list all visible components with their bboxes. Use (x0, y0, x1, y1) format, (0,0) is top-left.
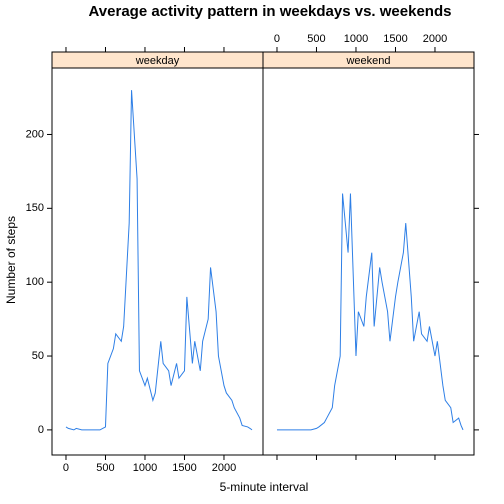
y-axis-label: Number of steps (4, 216, 18, 304)
strip-label: weekday (135, 55, 180, 67)
x-tick-label: 500 (307, 33, 325, 45)
y-tick-label: 100 (26, 276, 44, 288)
panel (51, 67, 264, 456)
x-tick-label: 500 (96, 462, 114, 474)
panel (262, 67, 475, 456)
x-tick-label: 1500 (383, 33, 407, 45)
x-tick-label: 2000 (423, 33, 447, 45)
strip-label: weekend (345, 55, 390, 67)
line (276, 193, 464, 431)
y-tick-label: 0 (38, 424, 44, 436)
line (65, 90, 253, 431)
x-tick-label: 1000 (133, 462, 157, 474)
x-tick-label: 0 (274, 33, 280, 45)
x-tick-label: 1000 (344, 33, 368, 45)
y-tick-label: 50 (32, 350, 44, 362)
chart-title: Average activity pattern in weekdays vs.… (89, 3, 452, 20)
x-tick-label: 0 (63, 462, 69, 474)
y-tick-label: 200 (26, 128, 44, 140)
y-tick-label: 150 (26, 202, 44, 214)
x-axis-label: 5-minute interval (220, 480, 309, 494)
x-tick-label: 1500 (172, 462, 196, 474)
x-tick-label: 2000 (212, 462, 236, 474)
